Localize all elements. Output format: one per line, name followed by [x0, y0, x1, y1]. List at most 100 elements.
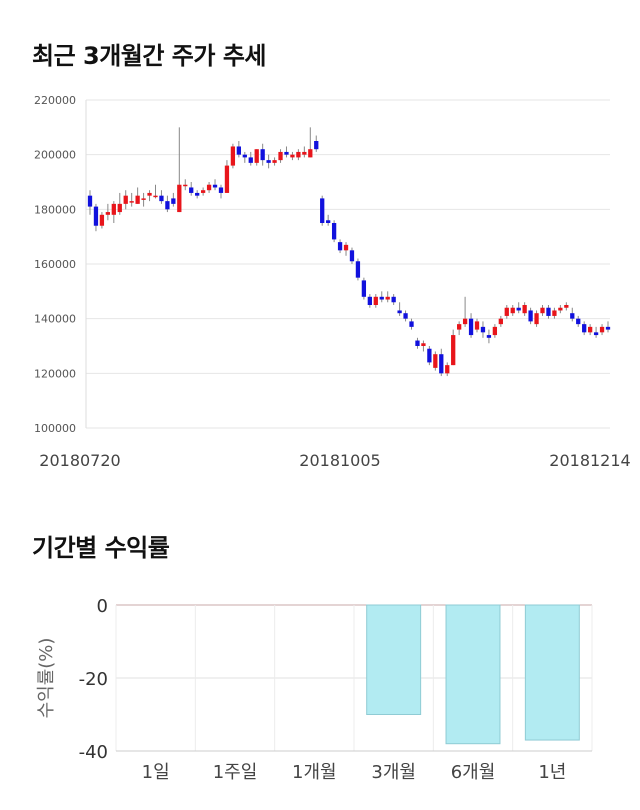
candle — [212, 179, 218, 191]
x-category-label: 1주일 — [213, 762, 258, 783]
candle-body — [516, 307, 521, 311]
candle-body — [498, 318, 503, 325]
candle — [367, 294, 372, 308]
candle-body — [385, 296, 390, 300]
candle-body — [177, 184, 182, 213]
y-tick-label: 180000 — [34, 203, 76, 216]
x-category-label: 3개월 — [371, 762, 416, 783]
return-bar — [524, 604, 580, 741]
candle — [123, 190, 128, 210]
candle — [409, 318, 414, 330]
candle — [385, 291, 390, 303]
candle-body — [522, 305, 527, 314]
candle — [135, 187, 140, 204]
candle — [272, 157, 277, 166]
candle — [171, 192, 176, 207]
candle-body — [462, 318, 468, 325]
candle — [254, 149, 259, 166]
candle-body — [373, 296, 378, 305]
candle — [93, 203, 99, 232]
candle-body — [230, 146, 236, 166]
candle — [558, 305, 563, 314]
candle-body — [564, 305, 569, 308]
candle — [397, 302, 402, 316]
candle-body — [349, 250, 355, 262]
candle — [236, 141, 241, 158]
candle — [326, 214, 331, 226]
candle — [260, 143, 265, 166]
candle — [427, 346, 432, 366]
candle-body — [576, 318, 581, 325]
y-tick-label: 140000 — [34, 313, 76, 326]
candle — [451, 329, 456, 366]
stock-trend-title: 최근 3개월간 주가 추세 — [32, 42, 267, 70]
y-tick-label: 160000 — [34, 258, 76, 271]
candle-body — [605, 326, 611, 330]
y-axis-label: 수익률(%) — [36, 638, 57, 719]
candle-body — [248, 157, 253, 163]
candle — [552, 307, 557, 319]
candle-body — [558, 307, 563, 311]
candle-body — [433, 354, 438, 368]
candle-body — [570, 313, 575, 319]
candle-body — [593, 332, 599, 336]
candle — [492, 324, 498, 338]
candle — [278, 149, 283, 163]
candle-body — [153, 195, 158, 198]
candle-body — [284, 151, 289, 155]
candle-body — [165, 201, 170, 210]
candle — [355, 258, 361, 281]
return-bar — [366, 604, 422, 715]
candle — [206, 182, 212, 193]
candle — [522, 302, 527, 316]
candle — [605, 321, 611, 333]
candle-body — [278, 151, 283, 161]
candle — [582, 321, 587, 336]
candle-body — [224, 165, 230, 193]
candle-body — [296, 151, 301, 158]
candle — [117, 192, 122, 215]
candle-body — [451, 335, 456, 366]
candle — [343, 242, 349, 256]
candle-body — [445, 365, 450, 374]
candle-body — [331, 223, 337, 240]
candle-body — [129, 201, 134, 203]
candle — [230, 143, 236, 169]
candle — [147, 190, 152, 202]
y-tick-label: 200000 — [34, 149, 76, 162]
candle-body — [361, 280, 367, 297]
return-bar — [445, 604, 501, 745]
candle-body — [528, 310, 533, 322]
candle-body — [135, 195, 140, 204]
candle — [105, 203, 111, 221]
x-tick-label: 20181214 — [549, 451, 630, 470]
candle-body — [510, 307, 515, 314]
x-category-label: 1일 — [142, 762, 170, 783]
candle-body — [367, 296, 372, 305]
candle — [296, 149, 301, 161]
candle — [141, 192, 146, 207]
y-tick-label: -40 — [79, 742, 108, 763]
candle — [99, 212, 105, 229]
candle — [534, 310, 539, 327]
candle — [486, 329, 492, 344]
candle-body — [171, 198, 176, 204]
candle — [183, 179, 188, 191]
candle — [445, 362, 450, 377]
candle-body — [439, 354, 444, 374]
candle-body — [195, 192, 200, 196]
y-tick-label: 100000 — [34, 422, 76, 435]
candle-body — [391, 296, 396, 303]
candle-body — [343, 244, 349, 251]
candle-body — [236, 146, 241, 155]
x-category-label: 6개월 — [451, 762, 496, 783]
candle-body — [87, 195, 93, 207]
candle-body — [415, 340, 420, 346]
candle-body — [534, 313, 539, 325]
candle — [242, 151, 247, 163]
candle-body — [540, 307, 545, 314]
candle-body — [326, 220, 331, 223]
candle — [266, 154, 271, 169]
candle — [165, 195, 170, 213]
candle-body — [218, 187, 224, 193]
